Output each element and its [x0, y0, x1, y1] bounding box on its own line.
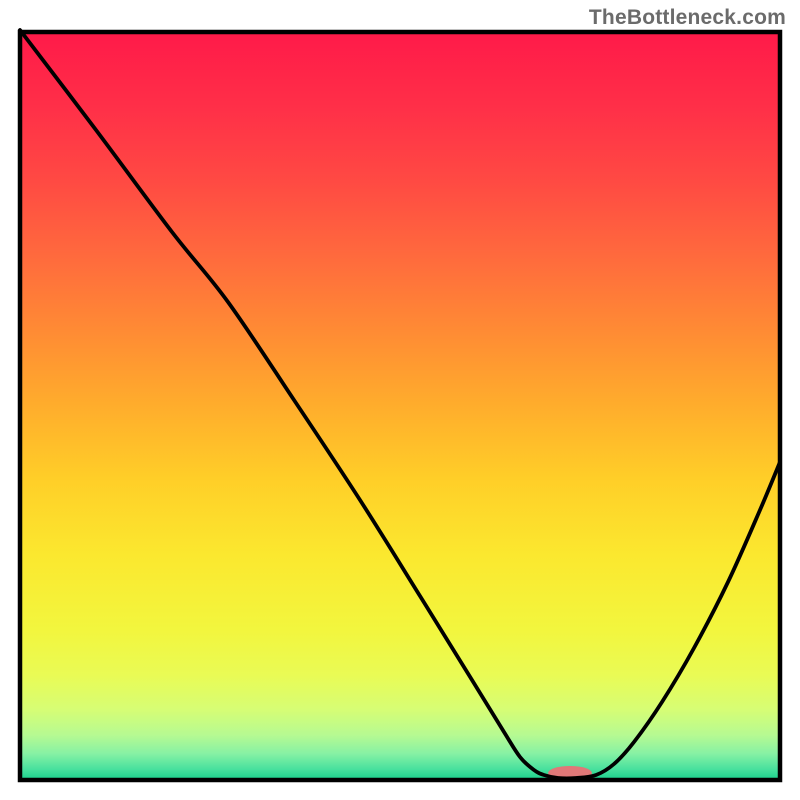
bottleneck-chart [0, 0, 800, 800]
watermark-text: TheBottleneck.com [589, 6, 786, 30]
gradient-background [20, 32, 780, 780]
